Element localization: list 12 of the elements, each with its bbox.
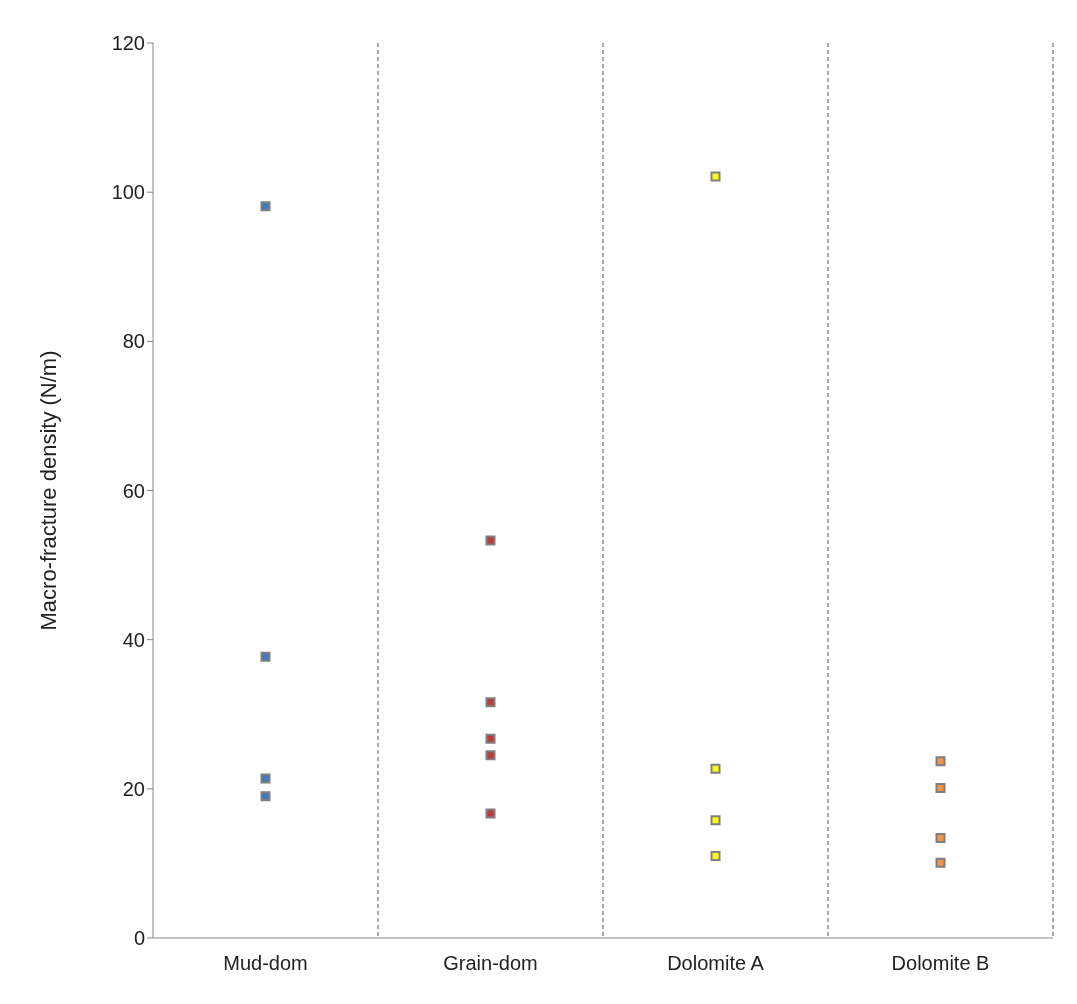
x-tick-label: Dolomite A [667, 952, 765, 975]
y-tick-label: 20 [122, 777, 145, 800]
x-tick-label: Mud-dom [223, 952, 308, 975]
y-tick-label: 60 [122, 479, 145, 502]
y-tick-label: 100 [111, 181, 145, 204]
y-tick-label: 80 [122, 330, 145, 353]
y-tick-label: 120 [111, 32, 145, 55]
x-tick-label: Grain-dom [443, 952, 538, 975]
y-axis-title: Macro-fracture density (N/m) [35, 350, 61, 631]
y-tick-label: 0 [133, 927, 145, 950]
x-tick-label: Dolomite B [891, 952, 990, 975]
y-tick-label: 40 [122, 628, 145, 651]
